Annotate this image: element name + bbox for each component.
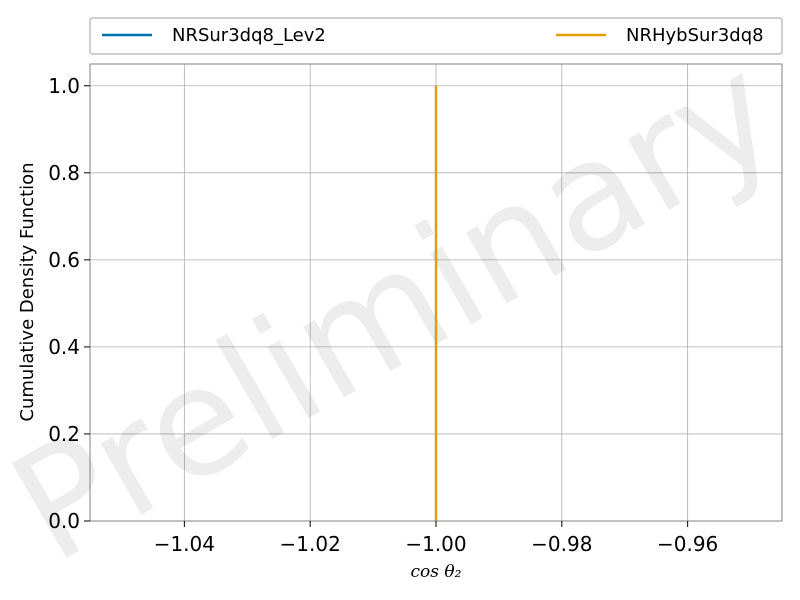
y-axis-label: Cumulative Density Function xyxy=(17,162,38,421)
y-tick-label: 0.6 xyxy=(48,248,80,272)
x-tick-label: −1.00 xyxy=(405,532,466,556)
x-tick-label: −1.04 xyxy=(154,532,215,556)
x-tick-label: −1.02 xyxy=(280,532,341,556)
y-ticks: 0.0 0.2 0.4 0.6 0.8 1.0 xyxy=(48,74,90,533)
y-tick-label: 0.2 xyxy=(48,422,80,446)
legend-box xyxy=(89,17,783,55)
legend: NRSur3dq8_Lev2 NRHybSur3dq8 xyxy=(89,17,783,55)
y-tick-label: 0.8 xyxy=(48,161,80,185)
legend-label-nrhybsur3dq8: NRHybSur3dq8 xyxy=(626,25,764,46)
x-axis-label: cos θ₂ xyxy=(411,562,462,582)
y-tick-label: 0.4 xyxy=(48,335,80,359)
x-tick-label: −0.98 xyxy=(531,532,592,556)
y-tick-label: 0.0 xyxy=(48,509,80,533)
y-tick-label: 1.0 xyxy=(48,74,80,98)
x-ticks: −1.04 −1.02 −1.00 −0.98 −0.96 xyxy=(154,521,718,556)
x-tick-label: −0.96 xyxy=(657,532,718,556)
legend-label-nrsur3dq8-lev2: NRSur3dq8_Lev2 xyxy=(172,25,326,46)
